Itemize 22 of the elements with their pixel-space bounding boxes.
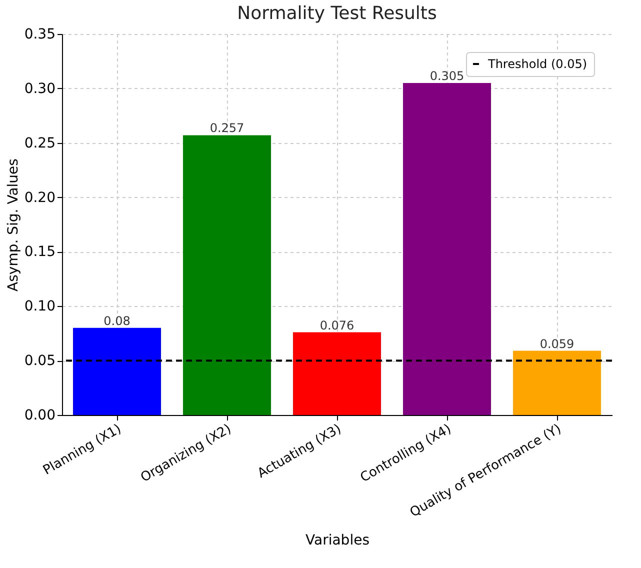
bar bbox=[183, 135, 271, 415]
data-label: 0.257 bbox=[210, 121, 244, 136]
data-label: 0.08 bbox=[104, 314, 130, 328]
y-tick-label: 0.20 bbox=[24, 190, 56, 206]
bar bbox=[513, 350, 601, 415]
data-label: 0.059 bbox=[540, 336, 574, 351]
y-tick-label: 0.05 bbox=[24, 353, 56, 370]
chart-title: Normality Test Results bbox=[237, 3, 437, 24]
y-tick-label: 0.00 bbox=[24, 408, 56, 424]
data-label: 0.076 bbox=[320, 318, 354, 332]
x-axis-title: Variables bbox=[306, 532, 370, 549]
bar bbox=[293, 332, 381, 415]
legend-label: Threshold (0.05) bbox=[487, 57, 588, 71]
bar bbox=[73, 328, 161, 415]
y-tick-label: 0.30 bbox=[24, 80, 56, 97]
y-tick-label: 0.25 bbox=[24, 135, 56, 152]
y-axis-title: Asymp. Sig. Values bbox=[5, 158, 22, 292]
y-tick-label: 0.10 bbox=[24, 298, 56, 315]
y-tick-label: 0.15 bbox=[24, 244, 56, 260]
bar bbox=[403, 82, 491, 415]
y-tick-label: 0.35 bbox=[24, 26, 56, 42]
data-label: 0.305 bbox=[430, 68, 464, 83]
